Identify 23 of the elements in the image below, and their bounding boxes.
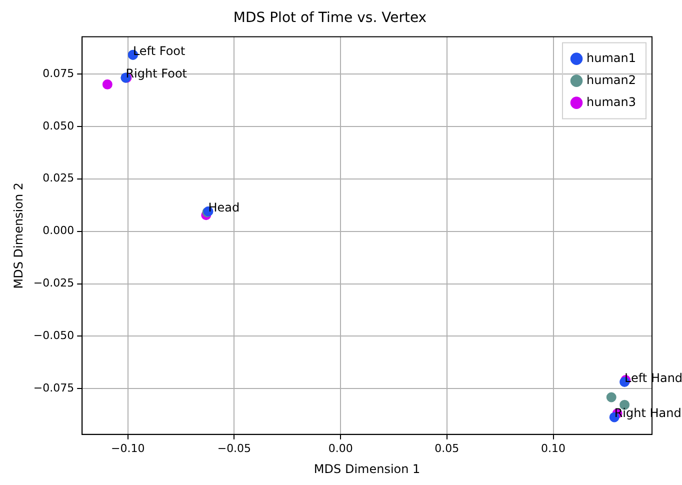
x-tick-label: 0.10 (541, 442, 566, 455)
x-tick-label: 0.00 (328, 442, 353, 455)
y-tick-label: −0.075 (33, 382, 74, 395)
point (606, 392, 616, 402)
y-tick-label: −0.025 (33, 276, 74, 290)
x-tick-label: 0.05 (434, 442, 460, 455)
legend-label: human3 (586, 94, 636, 109)
y-tick-label: 0.075 (42, 66, 74, 80)
y-tick-label: 0.050 (42, 119, 74, 132)
annotation: Right Foot (126, 66, 188, 81)
x-axis-title: MDS Dimension 1 (314, 462, 420, 476)
y-axis-title: MDS Dimension 2 (11, 182, 26, 289)
legend-label: human1 (586, 50, 636, 65)
x-tick-label: −0.10 (110, 442, 145, 455)
y-tick-label: 0.000 (42, 224, 74, 238)
y-tick-label: 0.025 (42, 172, 74, 185)
annotation: Head (208, 200, 240, 214)
annotation: Left Foot (132, 44, 186, 58)
chart-title: MDS Plot of Time vs. Vertex (233, 10, 427, 26)
y-tick-label: −0.050 (33, 329, 74, 342)
x-tick-label: −0.05 (217, 442, 252, 455)
point (102, 79, 112, 90)
legend-label: human2 (586, 72, 636, 87)
